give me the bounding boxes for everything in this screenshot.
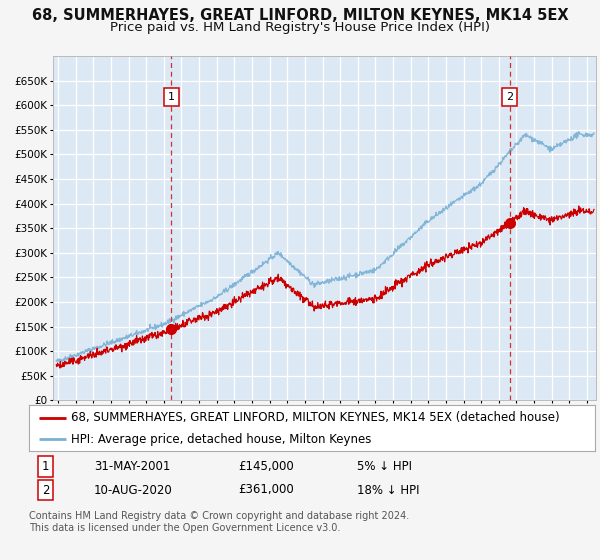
Text: 2: 2 [42,483,50,497]
Text: HPI: Average price, detached house, Milton Keynes: HPI: Average price, detached house, Milt… [71,433,371,446]
Text: 10-AUG-2020: 10-AUG-2020 [94,483,173,497]
Text: 18% ↓ HPI: 18% ↓ HPI [358,483,420,497]
Text: Price paid vs. HM Land Registry's House Price Index (HPI): Price paid vs. HM Land Registry's House … [110,21,490,34]
Text: 68, SUMMERHAYES, GREAT LINFORD, MILTON KEYNES, MK14 5EX: 68, SUMMERHAYES, GREAT LINFORD, MILTON K… [32,8,568,24]
Text: Contains HM Land Registry data © Crown copyright and database right 2024.
This d: Contains HM Land Registry data © Crown c… [29,511,409,533]
Text: 5% ↓ HPI: 5% ↓ HPI [358,460,412,473]
Text: £145,000: £145,000 [238,460,294,473]
Text: £361,000: £361,000 [238,483,294,497]
Text: 31-MAY-2001: 31-MAY-2001 [94,460,170,473]
Text: 1: 1 [42,460,50,473]
Text: 68, SUMMERHAYES, GREAT LINFORD, MILTON KEYNES, MK14 5EX (detached house): 68, SUMMERHAYES, GREAT LINFORD, MILTON K… [71,411,560,424]
Text: 2: 2 [506,92,513,102]
Text: 1: 1 [168,92,175,102]
